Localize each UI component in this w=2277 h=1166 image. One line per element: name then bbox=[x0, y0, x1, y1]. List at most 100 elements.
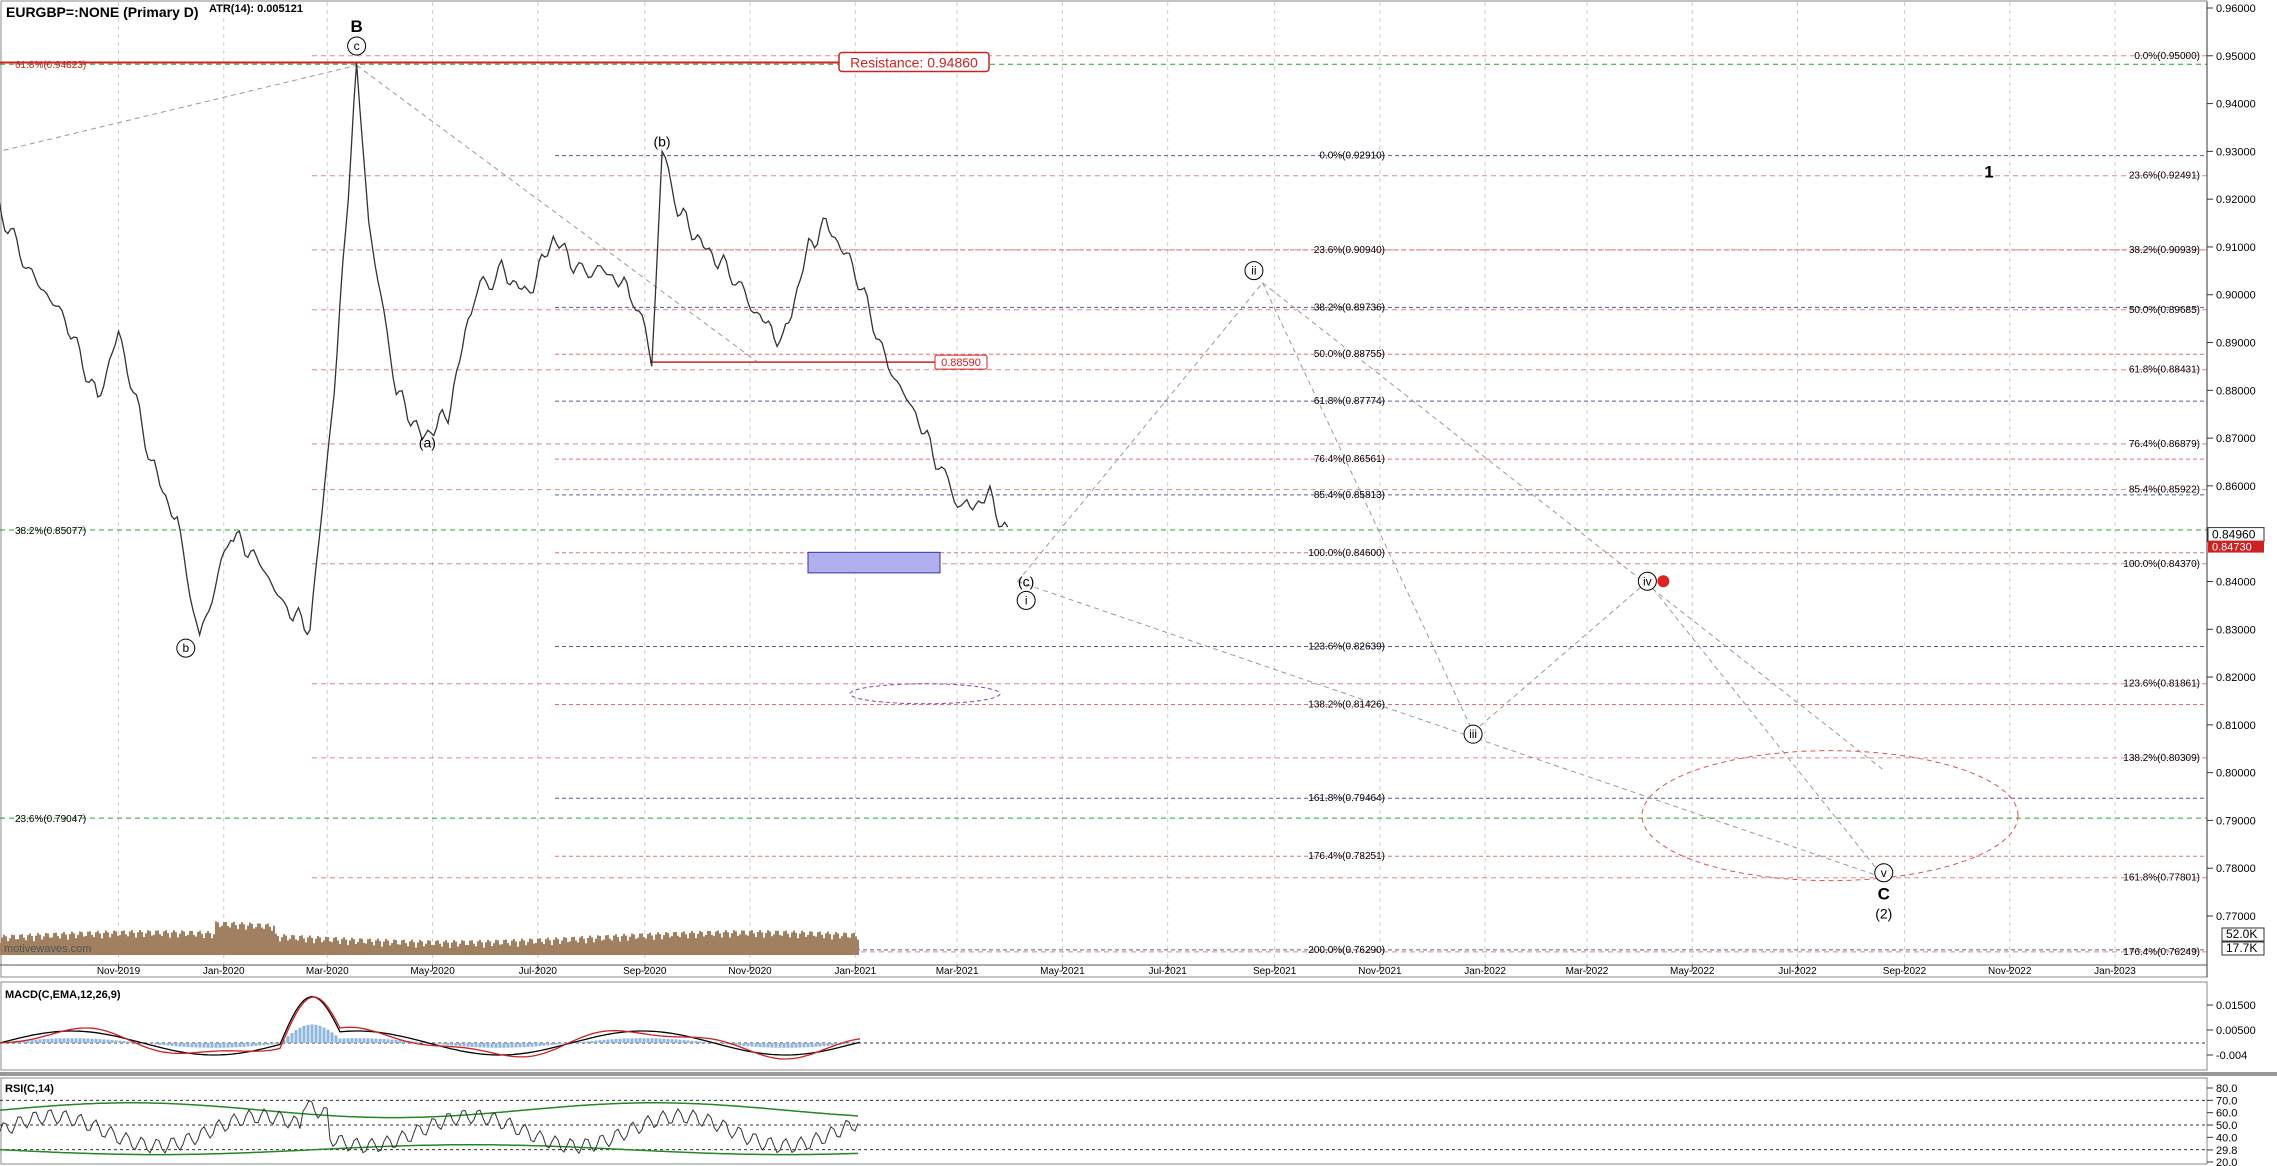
wave-circle bbox=[1637, 571, 1657, 591]
y-tick-label: 0.96000 bbox=[2216, 3, 2256, 15]
volume-label-box bbox=[2221, 927, 2265, 942]
x-tick-label: Mar-2021 bbox=[936, 966, 979, 977]
fib-right-label: 38.2%(0.90939) bbox=[2129, 245, 2200, 256]
macd-panel: 0.01500 0.00500 -0.004 bbox=[0, 995, 2256, 1062]
target-box bbox=[807, 551, 941, 574]
wave-circle bbox=[347, 36, 367, 56]
y-tick-label: 0.93000 bbox=[2216, 146, 2256, 158]
wave-label: iv bbox=[1643, 574, 1652, 588]
wave-circle bbox=[1244, 261, 1264, 281]
fib-center-label: 200.0%(0.76290) bbox=[1308, 945, 1385, 956]
y-tick-label: 0.78000 bbox=[2216, 863, 2256, 875]
atr-readout: ATR(14): 0.005121 bbox=[209, 3, 303, 15]
x-tick-label: Jan-2021 bbox=[834, 966, 876, 977]
rsi-panel-frame bbox=[0, 1077, 2208, 1165]
last-price-label: 0.84960 bbox=[2212, 528, 2256, 542]
fib-right-label: 161.8%(0.77801) bbox=[2123, 873, 2200, 884]
x-tick-label: Jul-2020 bbox=[519, 966, 558, 977]
fib-center-label: 0.0%(0.92910) bbox=[1319, 151, 1385, 162]
rsi-tick-label: 20.0 bbox=[2216, 1157, 2237, 1166]
x-tick-label: Nov-2019 bbox=[97, 966, 141, 977]
fib-center-label: 138.2%(0.81426) bbox=[1308, 699, 1385, 710]
volume-axis-label: 17.7K bbox=[2226, 941, 2257, 955]
x-tick-label: Jan-2023 bbox=[2094, 966, 2136, 977]
watermark: motivewaves.com bbox=[4, 943, 91, 955]
fib-center-label: 23.6%(0.90940) bbox=[1314, 245, 1385, 256]
wave-label: i bbox=[1025, 593, 1028, 607]
macd-line bbox=[0, 995, 861, 1056]
y-tick-label: 0.89000 bbox=[2216, 338, 2256, 350]
volume-label-box bbox=[2221, 941, 2265, 956]
rsi-band-lower bbox=[0, 1143, 859, 1156]
price-line bbox=[0, 62, 1009, 638]
macd-tick-label: 0.00500 bbox=[2216, 1025, 2256, 1037]
fib-left-label: 38.2%(0.85077) bbox=[15, 526, 86, 537]
y-tick-label: 0.94000 bbox=[2216, 99, 2256, 111]
fib-right-label: 138.2%(0.80309) bbox=[2123, 753, 2200, 764]
time-axis[interactable]: Nov-2019 Jan-2020 Mar-2020 May-2020 Jul-2020… bbox=[0, 964, 2207, 977]
y-tick-label: 0.77000 bbox=[2216, 911, 2256, 923]
fib-right-label: 61.8%(0.88431) bbox=[2129, 365, 2200, 376]
fib-center-label: 85.4%(0.85813) bbox=[1314, 490, 1385, 501]
x-tick-label: Sep-2021 bbox=[1253, 966, 1297, 977]
wave-projection-line bbox=[1017, 282, 1263, 582]
wave-channel-line bbox=[356, 64, 758, 363]
x-tick-label: Jul-2021 bbox=[1148, 966, 1187, 977]
wave-projection-line bbox=[1472, 581, 1648, 733]
wave-channel-line bbox=[0, 64, 357, 152]
wave-labels: Bc(b)(a)b(c)iiiiiiivvC(2)1motivewaves.co… bbox=[4, 17, 1994, 955]
wave-circle bbox=[176, 638, 196, 658]
fib-right-label: 100.0%(0.84370) bbox=[2123, 559, 2200, 570]
y-tick-label: 0.83000 bbox=[2216, 624, 2256, 636]
wave-projection-line bbox=[1262, 282, 1474, 733]
y-tick-label: 0.95000 bbox=[2216, 51, 2256, 63]
x-tick-label: Nov-2022 bbox=[1988, 966, 2032, 977]
x-tick-label: May-2020 bbox=[410, 966, 455, 977]
fib-right-label: 85.4%(0.85922) bbox=[2129, 485, 2200, 496]
wave-label: (b) bbox=[653, 134, 670, 150]
y-tick-label: 0.79000 bbox=[2216, 815, 2256, 827]
rsi-panel: 80.070.060.050.040.029.820.0 bbox=[0, 1083, 2237, 1166]
fib-center-label: 123.6%(0.82639) bbox=[1308, 642, 1385, 653]
y-tick-label: 0.82000 bbox=[2216, 672, 2256, 684]
volume-axis-label: 52.0K bbox=[2226, 927, 2257, 941]
macd-title: MACD(C,EMA,12,26,9) bbox=[5, 989, 121, 1001]
x-tick-label: Sep-2020 bbox=[623, 966, 667, 977]
fib-right-label: 176.4%(0.76249) bbox=[2123, 947, 2200, 958]
rsi-tick-label: 50.0 bbox=[2216, 1120, 2237, 1132]
fib-lines bbox=[0, 55, 2207, 953]
y-tick-label: 0.87000 bbox=[2216, 433, 2256, 445]
rsi-tick-label: 70.0 bbox=[2216, 1095, 2237, 1107]
price-series bbox=[0, 62, 1009, 638]
wave-label: (2) bbox=[1875, 905, 1892, 921]
wave-label: B bbox=[350, 17, 362, 36]
x-tick-label: May-2021 bbox=[1040, 966, 1085, 977]
macd-signal-line bbox=[0, 996, 861, 1060]
x-tick-label: Jan-2020 bbox=[203, 966, 245, 977]
y-tick-label: 0.91000 bbox=[2216, 242, 2256, 254]
last-price-2-box bbox=[2208, 540, 2264, 553]
fib-right-label: 76.4%(0.86879) bbox=[2129, 439, 2200, 450]
y-tick-label: 0.90000 bbox=[2216, 290, 2256, 302]
fib-right-label: 123.6%(0.81861) bbox=[2123, 679, 2200, 690]
fib-center-label: 100.0%(0.84600) bbox=[1308, 548, 1385, 559]
x-tick-label: Jul-2022 bbox=[1778, 966, 1817, 977]
wave-projection-lines bbox=[0, 64, 1885, 879]
x-tick-label: Nov-2021 bbox=[1358, 966, 1402, 977]
fib-center-label: 61.8%(0.87774) bbox=[1314, 396, 1385, 407]
fib-right-label: 50.0%(0.89685) bbox=[2129, 305, 2200, 316]
x-tick-label: Nov-2020 bbox=[728, 966, 772, 977]
chart-grid bbox=[117, 2, 2116, 965]
x-tick-label: Sep-2022 bbox=[1883, 966, 1927, 977]
fib-labels: 0.0%(0.92910) 23.6%(0.90940) 38.2%(0.89736… bbox=[15, 51, 2200, 958]
fib-left-label: 23.6%(0.79047) bbox=[15, 814, 86, 825]
rsi-line bbox=[0, 1099, 859, 1155]
rsi-tick-label: 80.0 bbox=[2216, 1083, 2237, 1095]
panel-divider[interactable] bbox=[0, 1072, 2277, 1076]
wave-label: b bbox=[182, 641, 189, 655]
wave-label: c bbox=[354, 39, 360, 53]
wave-circle bbox=[1016, 590, 1036, 610]
price-axis[interactable]: 0.96000 0.95000 0.94000 0.93000 0.92000 0.910… bbox=[2206, 2, 2265, 977]
fib-left-label: 61.8%(0.94823) bbox=[15, 60, 86, 71]
